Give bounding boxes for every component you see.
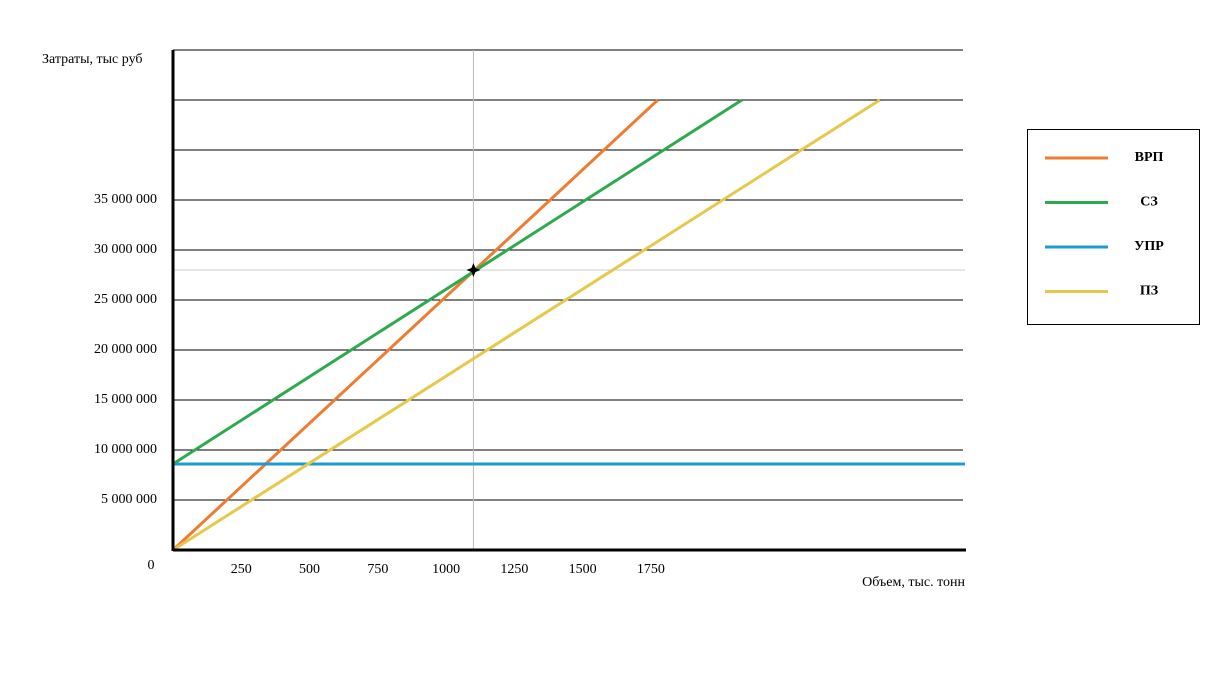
y-tick-label: 25 000 000 bbox=[94, 292, 157, 307]
break-even-point bbox=[466, 263, 481, 277]
y-tick-label: 35 000 000 bbox=[94, 192, 157, 207]
x-tick-label: 1250 bbox=[500, 562, 528, 577]
x-tick-label: 1500 bbox=[569, 562, 597, 577]
series-line bbox=[172, 98, 881, 552]
legend-label: ПЗ bbox=[1140, 284, 1158, 299]
x-tick-label: 500 bbox=[299, 562, 320, 577]
x-tick-label: 1000 bbox=[432, 562, 460, 577]
y-tick-label: 10 000 000 bbox=[94, 442, 157, 457]
y-tick-label: 5 000 000 bbox=[101, 492, 157, 507]
y-tick-label: 30 000 000 bbox=[94, 242, 157, 257]
x-tick-label: 750 bbox=[367, 562, 388, 577]
x-tick-label: 1750 bbox=[637, 562, 665, 577]
y-tick-label: 20 000 000 bbox=[94, 342, 157, 357]
origin-label: 0 bbox=[148, 558, 155, 573]
legend-label: СЗ bbox=[1140, 195, 1158, 210]
legend-label: ВРП bbox=[1135, 150, 1164, 165]
series-line bbox=[172, 98, 743, 466]
legend-label: УПР bbox=[1134, 239, 1164, 254]
legend: ВРП СЗ УПР ПЗ bbox=[1045, 150, 1164, 299]
x-tick-label: 250 bbox=[231, 562, 252, 577]
x-axis-title: Объем, тыс. тонн bbox=[862, 575, 965, 590]
series-line bbox=[171, 98, 659, 552]
y-axis-title: Затраты, тыс руб bbox=[42, 52, 143, 67]
y-tick-label: 15 000 000 bbox=[94, 392, 157, 407]
